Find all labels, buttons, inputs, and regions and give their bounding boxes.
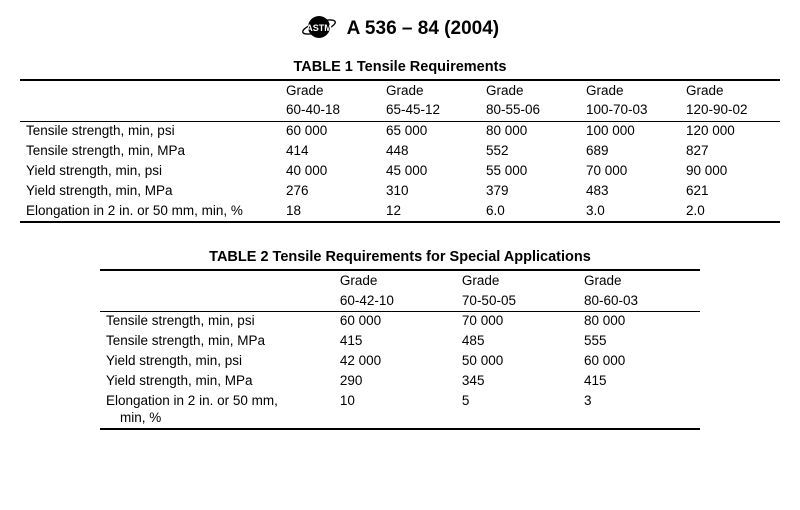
table2-body: Tensile strength, min, psi60 00070 00080… — [100, 311, 700, 429]
table2-cell: 80 000 — [578, 311, 700, 331]
table1-grade: 60-40-18 — [280, 101, 380, 121]
table1-row-label: Yield strength, min, MPa — [20, 181, 280, 201]
table1-cell: 552 — [480, 142, 580, 162]
table2-cell: 10 — [334, 391, 456, 429]
table2: Grade Grade Grade 60-42-10 70-50-05 80-6… — [100, 269, 700, 430]
table1-cell: 120 000 — [680, 121, 780, 141]
table2-grade-word: Grade — [334, 270, 456, 291]
table1-grade-word: Grade — [280, 80, 380, 101]
table1-cell: 60 000 — [280, 121, 380, 141]
table1-cell: 65 000 — [380, 121, 480, 141]
table1-cell: 379 — [480, 181, 580, 201]
table2-row-label: Yield strength, min, psi — [100, 352, 334, 372]
table1-grade-word: Grade — [580, 80, 680, 101]
table1-grade: 65-45-12 — [380, 101, 480, 121]
astm-logo: ASTM — [301, 12, 337, 45]
table1-cell: 310 — [380, 181, 480, 201]
table2-cell: 555 — [578, 332, 700, 352]
table2-cell: 415 — [578, 372, 700, 392]
table2-cell: 485 — [456, 332, 578, 352]
table1-cell: 18 — [280, 201, 380, 222]
table2-cell: 60 000 — [578, 352, 700, 372]
table1-cell: 621 — [680, 181, 780, 201]
table1-cell: 40 000 — [280, 162, 380, 182]
table1-row-label: Tensile strength, min, psi — [20, 121, 280, 141]
table1-grade: 120-90-02 — [680, 101, 780, 121]
table1-cell: 100 000 — [580, 121, 680, 141]
table1-cell: 70 000 — [580, 162, 680, 182]
table1-cell: 827 — [680, 142, 780, 162]
table1-grade: 80-55-06 — [480, 101, 580, 121]
table2-row-label: Tensile strength, min, psi — [100, 311, 334, 331]
table2-row-label: Tensile strength, min, MPa — [100, 332, 334, 352]
table1-cell: 45 000 — [380, 162, 480, 182]
table2-row-label: Elongation in 2 in. or 50 mm,min, % — [100, 391, 334, 429]
table1-cell: 80 000 — [480, 121, 580, 141]
table2-cell: 50 000 — [456, 352, 578, 372]
table2-cell: 3 — [578, 391, 700, 429]
table1-cell: 689 — [580, 142, 680, 162]
table2-cell: 5 — [456, 391, 578, 429]
table2-cell: 345 — [456, 372, 578, 392]
table1-grade-word: Grade — [380, 80, 480, 101]
table1-cell: 6.0 — [480, 201, 580, 222]
table1-row-label: Yield strength, min, psi — [20, 162, 280, 182]
table2-title: TABLE 2 Tensile Requirements for Special… — [18, 249, 782, 265]
table2-grade: 80-60-03 — [578, 291, 700, 311]
table1-cell: 448 — [380, 142, 480, 162]
table2-cell: 60 000 — [334, 311, 456, 331]
document-header: ASTM A 536 – 84 (2004) — [18, 12, 782, 45]
table2-grade: 70-50-05 — [456, 291, 578, 311]
table1-row-label: Elongation in 2 in. or 50 mm, min, % — [20, 201, 280, 222]
table1-title: TABLE 1 Tensile Requirements — [18, 59, 782, 75]
table1-cell: 90 000 — [680, 162, 780, 182]
table1-body: Tensile strength, min, psi60 00065 00080… — [20, 121, 780, 222]
table2-cell: 42 000 — [334, 352, 456, 372]
table2-grade-word: Grade — [578, 270, 700, 291]
table1-cell: 2.0 — [680, 201, 780, 222]
table1-cell: 483 — [580, 181, 680, 201]
table1-cell: 12 — [380, 201, 480, 222]
standard-number: A 536 – 84 (2004) — [347, 18, 499, 40]
table2-cell: 415 — [334, 332, 456, 352]
table1-cell: 55 000 — [480, 162, 580, 182]
table1: Grade Grade Grade Grade Grade 60-40-18 6… — [20, 79, 780, 223]
table1-cell: 3.0 — [580, 201, 680, 222]
table1-grade: 100-70-03 — [580, 101, 680, 121]
table2-grade: 60-42-10 — [334, 291, 456, 311]
table2-cell: 70 000 — [456, 311, 578, 331]
table1-cell: 414 — [280, 142, 380, 162]
table1-grade-word: Grade — [480, 80, 580, 101]
table2-grade-word: Grade — [456, 270, 578, 291]
table2-cell: 290 — [334, 372, 456, 392]
logo-text: ASTM — [306, 23, 332, 33]
table2-row-label: Yield strength, min, MPa — [100, 372, 334, 392]
table1-grade-word: Grade — [680, 80, 780, 101]
table1-row-label: Tensile strength, min, MPa — [20, 142, 280, 162]
table1-cell: 276 — [280, 181, 380, 201]
